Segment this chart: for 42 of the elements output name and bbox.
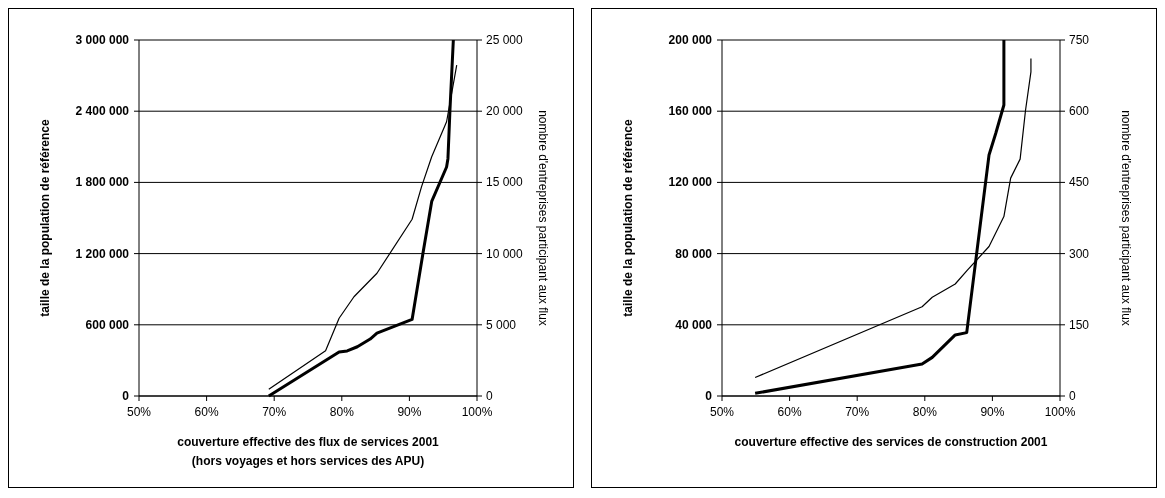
y2-tick-label: 300 xyxy=(1069,246,1090,261)
y-tick-label: 160 000 xyxy=(668,104,713,119)
x-axis-title: couverture effective des flux de services 2001 (hors voyages et hors services des APU) xyxy=(177,435,440,468)
y-tick-label: 200 000 xyxy=(668,33,713,47)
y-tick-label: 0 xyxy=(705,389,713,403)
x-tick-label: 80% xyxy=(329,405,355,419)
y-tick-label: 1 200 000 xyxy=(75,246,130,261)
x-tick-label: 80% xyxy=(912,405,938,419)
y2-tick-label: 750 xyxy=(1069,33,1090,47)
x-tick-label: 60% xyxy=(777,405,802,419)
y-tick-label: 2 400 000 xyxy=(75,104,130,119)
x-tick-label: 50% xyxy=(709,405,735,419)
y-tick-label: 1 800 000 xyxy=(75,175,130,190)
y2-tick-label: 150 xyxy=(1069,317,1090,332)
y-axis-title: taille de la population de référence xyxy=(621,118,635,317)
y2-axis-title: nombre d'entreprises participant aux flux xyxy=(536,110,550,326)
y2-tick-label: 20 000 xyxy=(486,104,524,119)
x-tick-label: 90% xyxy=(397,405,422,419)
x-tick-label: 70% xyxy=(845,405,870,419)
y-tick-label: 0 xyxy=(122,389,130,403)
y-tick-label: 3 000 000 xyxy=(75,33,130,47)
x-tick-label: 60% xyxy=(194,405,219,419)
y2-tick-label: 5 000 xyxy=(486,317,517,332)
x-tick-label: 100% xyxy=(1044,405,1076,419)
y2-tick-label: 10 000 xyxy=(486,246,524,261)
y-tick-label: 80 000 xyxy=(675,246,713,261)
y-tick-label: 120 000 xyxy=(668,175,713,190)
y2-axis-title: nombre d'entreprises participant aux flux xyxy=(1119,110,1133,326)
y-tick-label: 40 000 xyxy=(675,317,713,332)
x-tick-label: 50% xyxy=(126,405,152,419)
x-tick-label: 100% xyxy=(461,405,493,419)
y2-tick-label: 15 000 xyxy=(486,175,524,190)
x-tick-label: 70% xyxy=(262,405,287,419)
y-tick-label: 600 000 xyxy=(85,317,130,332)
y2-tick-label: 25 000 xyxy=(486,33,524,47)
y2-tick-label: 600 xyxy=(1069,104,1090,119)
y2-tick-label: 450 xyxy=(1069,175,1090,190)
y-axis-title: taille de la population de référence xyxy=(38,118,52,317)
x-axis-title: couverture effective des services de construction 2001 xyxy=(734,435,1048,449)
x-tick-label: 90% xyxy=(980,405,1005,419)
y2-tick-label: 0 xyxy=(486,389,493,403)
y2-tick-label: 0 xyxy=(1069,389,1076,403)
